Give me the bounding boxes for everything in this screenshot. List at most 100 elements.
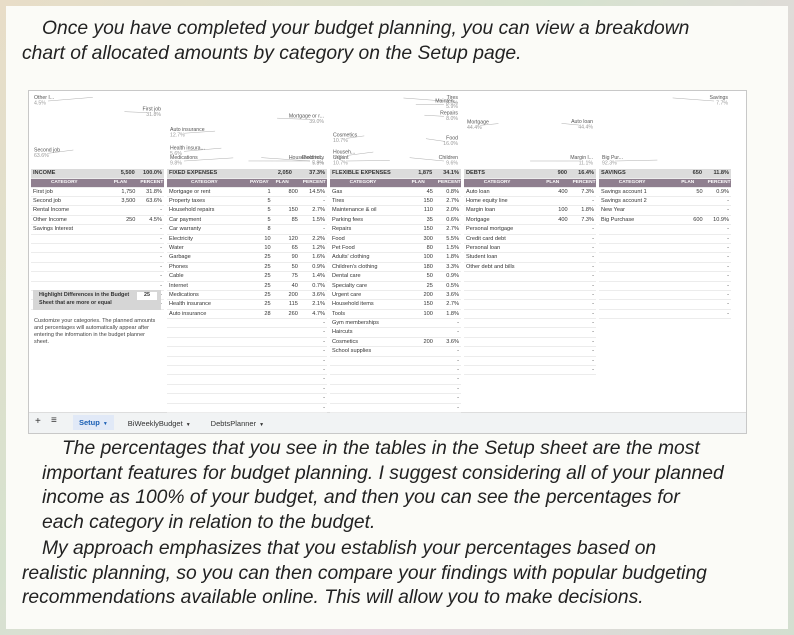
table-cell: 50: [696, 188, 703, 195]
table-cell: -: [592, 226, 594, 233]
column-label: PLAN: [275, 180, 289, 185]
slice-value: 10.7%: [333, 138, 348, 144]
table-cell: Tires: [332, 197, 345, 204]
table-cell: Specialty care: [332, 282, 368, 289]
table-cell: 110: [423, 207, 433, 214]
table-row: -: [330, 357, 461, 367]
table-cell: 1,750: [121, 188, 136, 195]
table-cell: 200: [423, 338, 433, 345]
table-cell: -: [592, 291, 594, 298]
slice-label: Tires: [447, 95, 459, 101]
table-cell: -: [323, 348, 325, 355]
table-cell: -: [160, 226, 162, 233]
table-row: Water 10 65 1.2%: [167, 244, 327, 254]
table-cell: -: [160, 263, 162, 270]
table-cell: 4.5%: [149, 216, 162, 223]
table-cell: -: [323, 329, 325, 336]
label-leader: [425, 138, 445, 142]
table-cell: Cosmetics: [332, 338, 359, 345]
table-cell: 25: [264, 282, 271, 289]
slice-value: 92.3%: [602, 161, 617, 167]
table-row: Other debt and bills -: [464, 263, 596, 273]
sheet-tab[interactable]: BiWeeklyBudget ▼: [127, 419, 191, 428]
table-row: -: [464, 282, 596, 291]
table-cell: 3.6%: [446, 291, 459, 298]
table-cell: 4.7%: [312, 310, 325, 317]
table-cell: -: [727, 310, 729, 317]
table-cell: 3.6%: [312, 291, 325, 298]
budget-table: FLEXIBLE EXPENSES 1,875 34.1% CATEGORY PLAN P…: [330, 169, 461, 413]
table-row: -: [599, 300, 731, 310]
table-row: -: [31, 263, 164, 273]
table-cell: Garbage: [169, 254, 191, 261]
table-cell: 0.6%: [446, 216, 459, 223]
table-row: Parking fees 35 0.6%: [330, 216, 461, 226]
table-cell: 3,500: [121, 197, 136, 204]
slice-value: 9.8%: [170, 161, 182, 167]
sheet-list-button[interactable]: ≡: [51, 415, 57, 426]
label-leader: [346, 160, 390, 162]
sheet-tab[interactable]: Setup ▼: [73, 415, 114, 430]
table-cell: -: [457, 348, 459, 355]
table-row: Car warranty 8 -: [167, 225, 327, 235]
table-row: -: [599, 291, 731, 301]
budget-table: DEBTS 900 16.4% CATEGORY PLAN PERCENT Auto loa…: [464, 169, 596, 376]
section-total: 5,500: [120, 170, 135, 176]
table-row: Urgent care 200 3.6%: [330, 291, 461, 301]
column-label: CATEGORY: [349, 180, 377, 185]
spreadsheet: + ≡ Setup ▼ BiWeeklyBudget ▼ DebtsPlanner ▼ F…: [28, 90, 747, 434]
table-cell: -: [323, 376, 325, 383]
table-cell: -: [323, 226, 325, 233]
sheet-tab[interactable]: DebtsPlanner ▼: [210, 419, 265, 428]
slice-value: 10.7%: [333, 161, 348, 167]
table-row: -: [167, 404, 327, 413]
table-cell: 2.0%: [446, 207, 459, 214]
table-row: -: [599, 263, 731, 273]
table-row: Cable 25 75 1.4%: [167, 272, 327, 282]
table-row: -: [31, 235, 164, 244]
section-title: FIXED EXPENSES: [169, 170, 218, 176]
table-cell: 150: [288, 207, 298, 214]
highlight-box: Highlight Differences in the Budget Sheet…: [33, 290, 161, 310]
table-row: Other Income 250 4.5%: [31, 216, 164, 226]
table-cell: 25: [264, 273, 271, 280]
table-cell: Other Income: [33, 216, 67, 223]
add-sheet-button[interactable]: +: [35, 416, 41, 427]
table-row: -: [330, 404, 461, 413]
table-cell: -: [592, 357, 594, 364]
table-cell: 10.9%: [713, 216, 729, 223]
label-leader: [346, 135, 365, 139]
section-header: FLEXIBLE EXPENSES 1,875 34.1%: [330, 169, 461, 179]
table-row: Margin loan 100 1.8%: [464, 206, 596, 216]
slice-value: 7.3%: [312, 161, 324, 167]
table-row: Car payment 5 85 1.5%: [167, 216, 327, 226]
table-cell: Mortgage or rent: [169, 188, 211, 195]
table-cell: School supplies: [332, 348, 372, 355]
slice-value: 16.0%: [443, 141, 458, 147]
table-row: Children's clothing 180 3.3%: [330, 263, 461, 273]
table-cell: -: [727, 197, 729, 204]
table-row: -: [599, 225, 731, 235]
table-cell: -: [727, 226, 729, 233]
table-cell: Water: [169, 244, 184, 251]
table-row: Dental care 50 0.9%: [330, 272, 461, 282]
column-label: PERCENT: [572, 180, 596, 185]
table-cell: -: [160, 254, 162, 261]
text-line: chart of allocated amounts by category o…: [22, 42, 522, 64]
label-leader: [672, 97, 715, 102]
table-cell: Electricity: [169, 235, 193, 242]
table-row: Tires 150 2.7%: [330, 197, 461, 207]
label-leader: [183, 147, 222, 152]
table-cell: 2.2%: [312, 235, 325, 242]
table-cell: 5.5%: [446, 235, 459, 242]
table-row: -: [167, 375, 327, 385]
table-cell: -: [592, 348, 594, 355]
table-row: -: [31, 244, 164, 254]
table-cell: 100: [558, 207, 568, 214]
table-row: -: [599, 253, 731, 263]
table-row: Food 300 5.5%: [330, 235, 461, 244]
table-row: -: [599, 310, 731, 320]
table-cell: Health insurance: [169, 301, 211, 308]
label-leader: [403, 97, 445, 102]
